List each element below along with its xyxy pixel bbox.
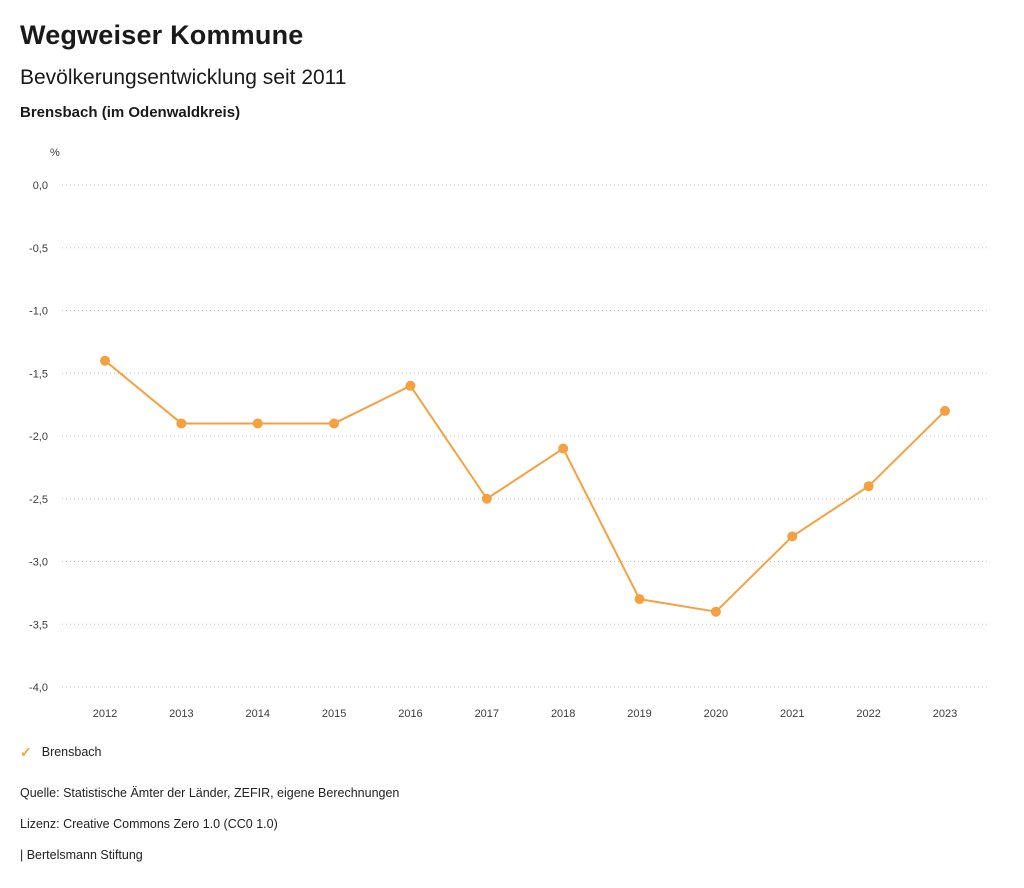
data-point[interactable] [252,418,263,429]
x-tick-label: 2012 [93,708,117,720]
x-tick-label: 2015 [322,708,346,720]
data-point[interactable] [710,606,721,617]
region-title: Brensbach (im Odenwaldkreis) [20,104,241,121]
y-tick-label: -2,0 [29,431,48,443]
data-point[interactable] [634,594,645,605]
y-tick-label: -0,5 [29,243,48,255]
data-point[interactable] [940,405,950,416]
data-point[interactable] [863,481,874,492]
legend-label: Brensbach [41,745,102,759]
x-tick-label: 2016 [398,708,422,720]
y-axis-unit-label: % [50,147,60,159]
x-tick-label: 2020 [704,708,728,720]
x-tick-label: 2022 [856,708,880,720]
y-tick-label: -3,5 [29,619,48,631]
y-tick-label: -1,0 [29,306,48,318]
line-chart: 0,0 -0,5 -1,0 -1,5 -2,0 -2,5 -3,0 -3,5 -4,0 2012 2… [29,180,990,720]
x-tick-label: 2023 [933,708,957,720]
data-point[interactable] [787,531,798,542]
x-tick-label: 2014 [245,708,269,720]
x-tick-label: 2021 [780,708,804,720]
data-point[interactable] [329,418,340,429]
page-title: Wegweiser Kommune [20,20,304,50]
data-point[interactable] [481,493,492,504]
attribution-text: | Bertelsmann Stiftung [20,848,143,862]
x-tick-label: 2019 [627,708,651,720]
legend[interactable]: ✓ Brensbach [20,745,102,759]
x-tick-label: 2013 [169,708,193,720]
y-tick-label: -1,5 [29,368,48,380]
data-point[interactable] [405,380,416,391]
data-point[interactable] [100,355,110,366]
source-text: Quelle: Statistische Ämter der Länder, Z… [20,786,400,800]
x-tick-label: 2018 [551,708,575,720]
y-tick-label: -4,0 [29,682,48,694]
chart-subtitle: Bevölkerungsentwicklung seit 2011 [20,66,347,89]
legend-check-icon: ✓ [20,744,32,760]
data-point[interactable] [176,418,187,429]
license-text: Lizenz: Creative Commons Zero 1.0 (CC0 1… [20,817,278,831]
y-tick-label: 0,0 [33,180,48,192]
y-tick-label: -2,5 [29,494,48,506]
x-tick-label: 2017 [475,708,499,720]
series-line [104,359,946,613]
y-tick-label: -3,0 [29,557,48,569]
data-point[interactable] [558,443,569,454]
